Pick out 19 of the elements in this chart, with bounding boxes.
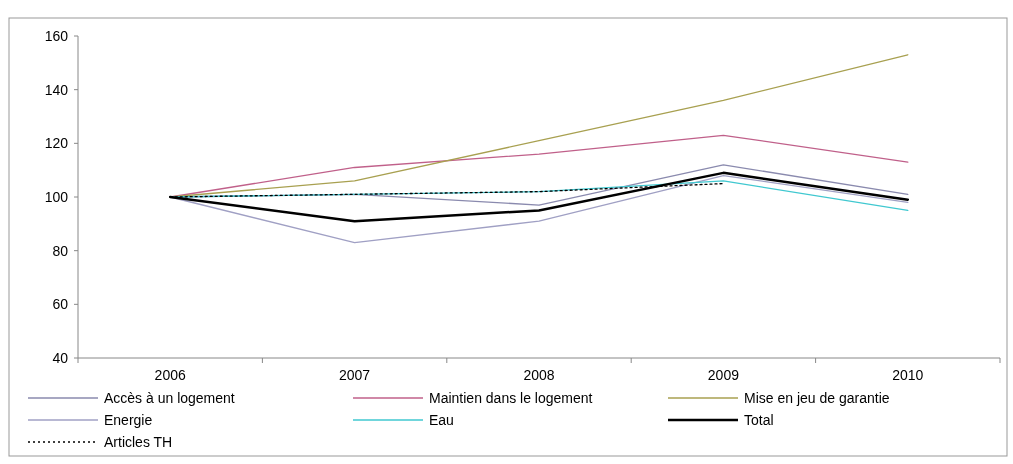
y-tick-label: 80	[52, 242, 69, 259]
legend-label: Total	[744, 411, 774, 428]
legend-label: Energie	[104, 411, 153, 428]
legend-label: Accès à un logement	[104, 389, 235, 406]
x-tick-label: 2006	[154, 367, 186, 383]
x-tick-label: 2009	[707, 367, 740, 383]
x-tick-label: 2010	[892, 367, 924, 383]
x-tick-label: 2007	[339, 367, 371, 383]
y-tick-label: 120	[44, 135, 69, 152]
y-tick-label: 60	[52, 296, 69, 313]
y-tick-label: 160	[44, 27, 69, 44]
y-tick-label: 40	[52, 349, 69, 366]
legend-label: Mise en jeu de garantie	[744, 389, 890, 406]
y-tick-label: 140	[44, 81, 69, 98]
y-tick-label: 100	[44, 188, 69, 205]
legend-label: Articles TH	[104, 433, 173, 450]
legend-label: Maintien dans le logement	[429, 389, 593, 406]
x-tick-label: 2008	[523, 367, 555, 383]
legend-label: Eau	[429, 411, 454, 428]
